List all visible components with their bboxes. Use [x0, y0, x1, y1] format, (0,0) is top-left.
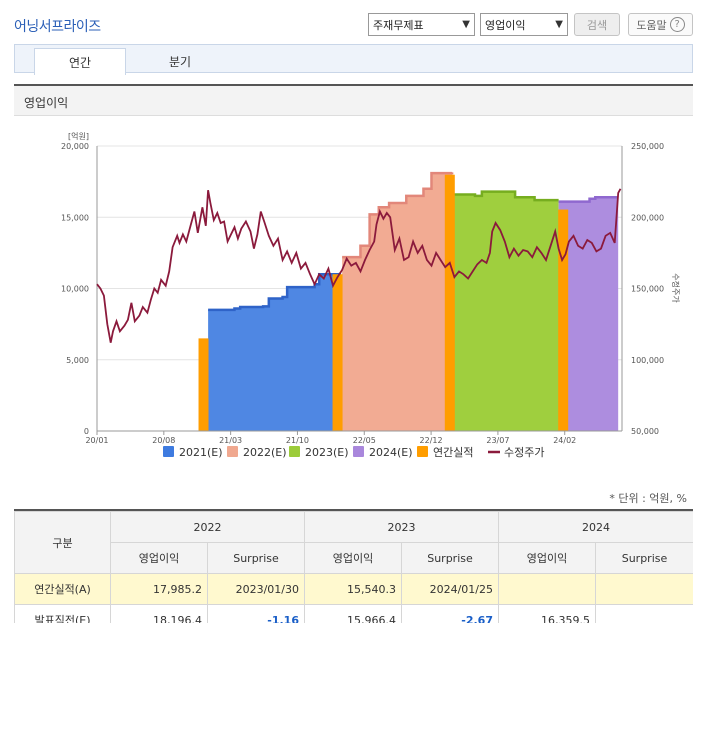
estimate-line [454, 190, 559, 202]
row-label: 연간실적(A) [14, 573, 111, 605]
table-cell: 15,966.4 [304, 604, 402, 623]
x-tick-label: 22/05 [353, 436, 376, 445]
table-cell [595, 573, 693, 605]
y-left-tick-label: 10,000 [61, 285, 89, 294]
estimate-line [558, 196, 619, 203]
help-button-label: 도움말 [636, 18, 667, 32]
legend-swatch [417, 446, 428, 457]
actual-bar [444, 174, 455, 431]
x-tick-label: 20/01 [85, 436, 108, 445]
period-tabs: 연간 분기 [14, 44, 693, 75]
page-title: 어닝서프라이즈 [14, 19, 101, 35]
table-cell: 18,196.4 [110, 604, 208, 623]
table-cell: -2.67 [401, 604, 499, 623]
section-title: 영업이익 [24, 96, 69, 110]
table-cell: 16,359.5 [498, 604, 596, 623]
legend-swatch [353, 446, 364, 457]
year-header: 2022 [110, 511, 305, 543]
legend-label: 2022(E) [243, 446, 287, 459]
legend-swatch [289, 446, 300, 457]
estimate-line [342, 171, 454, 259]
statement-select-value: 주재무제표 [373, 18, 424, 32]
estimate-area [342, 172, 453, 432]
y-right-tick-label: 200,000 [631, 213, 664, 222]
y-left-tick-label: 15,000 [61, 213, 89, 222]
help-button[interactable]: 도움말 ? [628, 13, 693, 36]
table-cell [595, 604, 693, 623]
question-icon: ? [669, 17, 685, 32]
tab-quarterly[interactable]: 분기 [168, 54, 192, 69]
y-right-label: 수정주가 [671, 273, 681, 303]
table-cell [498, 573, 596, 605]
sub-header: 영업이익 [110, 542, 208, 574]
x-tick-label: 21/10 [286, 436, 309, 445]
sub-header: 영업이익 [498, 542, 596, 574]
sub-header: Surprise [401, 542, 499, 574]
x-tick-label: 22/12 [420, 436, 443, 445]
table-cell: 15,540.3 [304, 573, 402, 605]
y-right-tick-label: 150,000 [631, 285, 664, 294]
sub-header: Surprise [595, 542, 693, 574]
actual-bar [332, 274, 343, 431]
legend-label: 2023(E) [305, 446, 349, 459]
legend-swatch [227, 446, 238, 457]
chevron-down-icon: ▼ [555, 19, 563, 30]
sub-header: 영업이익 [304, 542, 402, 574]
table-cell: 2024/01/25 [401, 573, 499, 605]
metric-select-value: 영업이익 [485, 18, 526, 32]
operating-profit-chart: 20,000 15,000 10,000 5,000 0 250,000 200,000 15… [61, 131, 681, 459]
chevron-down-icon: ▼ [462, 19, 470, 30]
actual-bar [558, 209, 569, 431]
price-line [96, 188, 622, 343]
sub-header: Surprise [207, 542, 305, 574]
header: 어닝서프라이즈 주재무제표 ▼ 영업이익 ▼ 검색 도움말 ? [0, 0, 705, 44]
table-corner-header: 구분 [14, 511, 111, 574]
y-left-tick-label: 5,000 [66, 356, 89, 365]
legend-label: 연간실적 [433, 446, 473, 459]
y-right-tick-label: 100,000 [631, 356, 664, 365]
surprise-table: 구분 2022 2023 2024 영업이익 Surprise 영업이익 Sur… [14, 509, 693, 623]
table-cell: 17,985.2 [110, 573, 208, 605]
year-header: 2024 [498, 511, 693, 543]
y-right-tick-label: 50,000 [631, 427, 659, 436]
search-button[interactable]: 검색 [574, 13, 620, 36]
x-tick-label: 23/07 [486, 436, 509, 445]
estimate-area [208, 272, 340, 431]
y-left-tick-label: 0 [84, 427, 89, 436]
table-cell: -1.16 [207, 604, 305, 623]
year-header: 2023 [304, 511, 499, 543]
legend-label: 2024(E) [369, 446, 413, 459]
table-row: 연간실적(A) 17,985.2 2023/01/30 15,540.3 202… [14, 573, 693, 605]
y-left-tick-label: 20,000 [61, 142, 89, 151]
x-tick-label: 24/02 [553, 436, 576, 445]
metric-select[interactable]: 영업이익 ▼ [480, 13, 568, 36]
x-tick-label: 21/03 [219, 436, 242, 445]
estimate-area [558, 197, 619, 431]
actual-bar [198, 338, 209, 431]
legend-swatch [163, 446, 174, 457]
estimate-line [208, 272, 342, 312]
table-cell: 2023/01/30 [207, 573, 305, 605]
y-right-tick-label: 250,000 [631, 142, 664, 151]
y-left-unit: [억원] [68, 131, 89, 141]
tab-annual[interactable]: 연간 [34, 48, 126, 75]
table-row: 발표직전(E) 18,196.4 -1.16 15,966.4 -2.67 16… [14, 604, 693, 623]
x-tick-label: 20/08 [152, 436, 175, 445]
section-header: 영업이익 [14, 84, 693, 116]
row-label: 발표직전(E) [14, 604, 111, 623]
estimate-area [454, 191, 559, 431]
statement-select[interactable]: 주재무제표 ▼ [368, 13, 475, 36]
legend-label: 2021(E) [179, 446, 223, 459]
legend-label: 수정주가 [504, 446, 544, 459]
unit-note: * 단위 : 억원, % [609, 492, 687, 505]
